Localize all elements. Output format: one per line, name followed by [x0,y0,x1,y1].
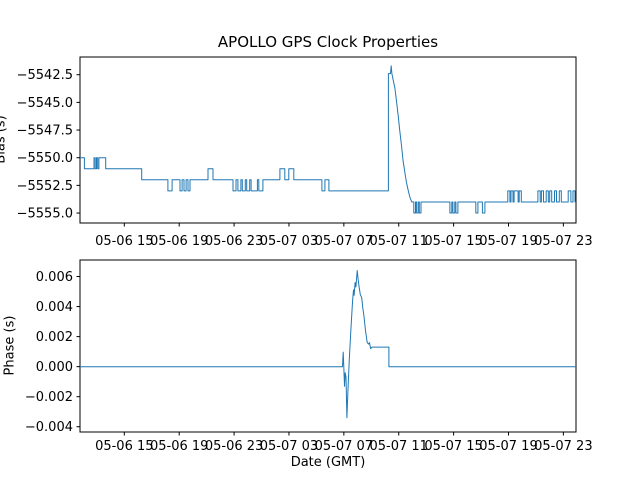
bias-series-line [80,65,576,214]
x-tick-label: 05-07 07 [315,439,373,454]
x-tick-label: 05-07 07 [315,234,373,249]
x-tick-label: 05-07 23 [534,234,592,249]
x-tick-label: 05-07 19 [479,234,537,249]
x-tick-label: 05-06 15 [95,234,153,249]
x-tick-label: 05-07 03 [260,439,318,454]
x-tick-label: 05-07 11 [370,439,428,454]
x-tick-label: 05-06 23 [205,439,263,454]
x-tick-label: 05-07 23 [534,439,592,454]
bias-axes-frame [79,56,577,224]
x-axis-label: Date (GMT) [290,455,366,470]
y-tick-label: −5550.0 [17,151,73,166]
y-tick-label: −0.004 [25,420,73,435]
x-tick-label: 05-07 03 [260,234,318,249]
x-tick-label: 05-06 19 [150,234,208,249]
y-tick-label: 0.006 [36,270,73,285]
y-tick-label: 0.000 [36,360,73,375]
x-tick-label: 05-07 15 [424,439,482,454]
phase-axes-frame [79,259,577,433]
y-tick-label: −5542.5 [17,68,73,83]
y-tick-label: 0.002 [36,330,73,345]
x-tick-label: 05-07 11 [370,234,428,249]
phase-series-line [80,270,576,419]
chart-title: APOLLO GPS Clock Properties [217,33,439,51]
x-tick-label: 05-06 19 [150,439,208,454]
x-tick-label: 05-07 15 [424,234,482,249]
y-tick-label: −5547.5 [17,124,73,139]
y-tick-label: −5545.0 [17,96,73,111]
y-tick-label: −5552.5 [17,179,73,194]
x-tick-label: 05-06 23 [205,234,263,249]
y-tick-label: 0.004 [36,300,73,315]
x-tick-label: 05-07 19 [479,439,537,454]
x-tick-label: 05-06 15 [95,439,153,454]
y-tick-label: −5555.0 [17,207,73,222]
y-tick-label: −0.002 [25,390,73,405]
